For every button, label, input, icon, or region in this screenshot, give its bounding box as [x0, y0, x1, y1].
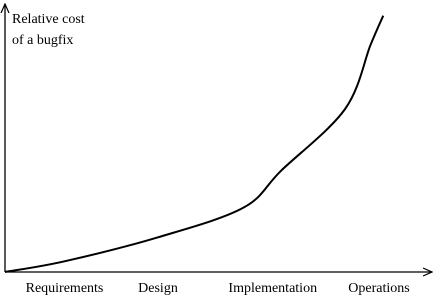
y-axis-label: of a bugfix [12, 33, 73, 48]
x-tick-label: Implementation [228, 281, 317, 295]
cost-curve [4, 15, 385, 273]
y-axis-label: Relative cost [12, 12, 85, 27]
x-tick-label: Operations [348, 281, 409, 295]
x-tick-label: Design [138, 281, 178, 295]
x-tick-label: Requirements [26, 281, 104, 295]
